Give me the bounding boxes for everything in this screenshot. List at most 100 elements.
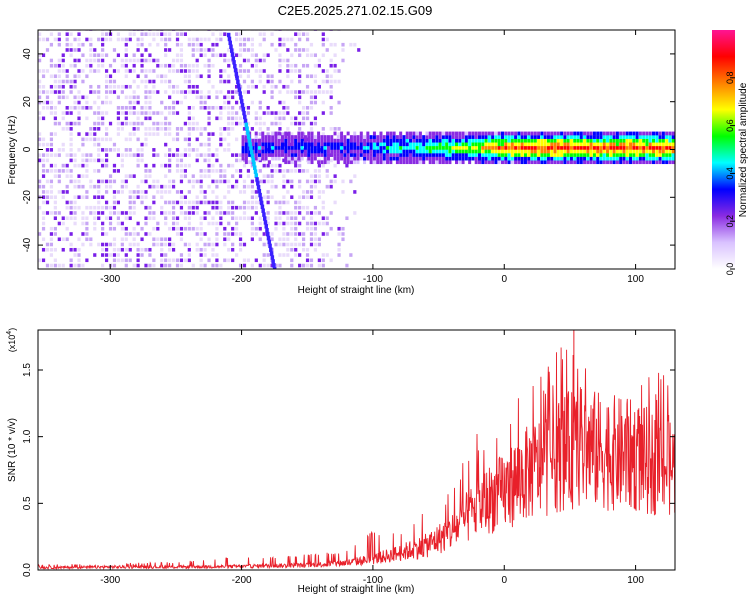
spectrogram-cell bbox=[337, 253, 341, 257]
spectrogram-cell bbox=[527, 153, 531, 157]
spectrogram-cell bbox=[112, 200, 117, 205]
spectrogram-cell bbox=[668, 149, 672, 154]
spectrogram-cell bbox=[278, 63, 282, 68]
spectrogram-cell bbox=[504, 145, 508, 150]
spectrogram-cell bbox=[57, 100, 61, 105]
spectrogram-cell bbox=[323, 149, 327, 154]
spectrogram-cell bbox=[317, 84, 321, 89]
spectrogram-cell bbox=[625, 131, 629, 136]
spectrogram-cell bbox=[638, 145, 642, 150]
spectrogram-cell bbox=[504, 160, 508, 165]
spectrogram-cell bbox=[278, 242, 282, 247]
spectrogram-cell bbox=[171, 106, 176, 110]
spectrogram-cell bbox=[468, 138, 472, 143]
spectrogram-cell bbox=[77, 263, 81, 268]
spectrogram-cell bbox=[329, 58, 333, 63]
spectrogram-cell bbox=[349, 135, 353, 139]
spectrogram-cell bbox=[124, 216, 128, 221]
spectrogram-cell bbox=[527, 145, 531, 150]
spectrogram-cell bbox=[668, 138, 672, 143]
spectrogram-cell bbox=[321, 200, 325, 205]
spectrogram-cell bbox=[250, 237, 254, 242]
spectrogram-cell bbox=[313, 95, 318, 100]
spectrogram-cell bbox=[642, 131, 646, 136]
spectrogram-cell bbox=[132, 106, 136, 110]
spectrogram-cell bbox=[566, 156, 570, 161]
spectrogram-cell bbox=[101, 58, 105, 63]
spectrogram-cell bbox=[435, 142, 439, 147]
spectrogram-cell bbox=[468, 156, 472, 161]
spectrogram-cell bbox=[504, 135, 508, 139]
spectrogram-cell bbox=[418, 160, 422, 165]
spectrogram-cell bbox=[546, 149, 550, 154]
spectrogram-cell bbox=[108, 121, 113, 126]
spectrogram-cell bbox=[223, 195, 227, 199]
spectrogram-cell bbox=[144, 216, 148, 221]
spectrogram-cell bbox=[510, 149, 514, 154]
x-tick-label: -200 bbox=[232, 274, 252, 285]
y-tick-label: 0.5 bbox=[22, 496, 33, 510]
spectrogram-cell bbox=[333, 179, 337, 184]
spectrogram-cell bbox=[160, 237, 164, 242]
spectrogram-cell bbox=[284, 142, 288, 147]
spectrogram-cell bbox=[223, 95, 227, 100]
y-tick-label: 20 bbox=[22, 96, 33, 108]
spectrogram-cell bbox=[65, 184, 69, 189]
spectrogram-cell bbox=[61, 53, 65, 58]
spectrogram-cell bbox=[152, 84, 156, 89]
spectrogram-cell bbox=[504, 156, 508, 161]
spectrogram-cell bbox=[53, 163, 57, 168]
spectrogram-cell bbox=[199, 200, 203, 205]
spectrogram-cell bbox=[132, 153, 136, 157]
spectrogram-cell bbox=[301, 90, 306, 94]
spectrogram-cell bbox=[164, 132, 168, 136]
spectrogram-cell bbox=[227, 247, 231, 252]
spectrogram-cell bbox=[428, 153, 432, 157]
spectrogram-cell bbox=[73, 158, 77, 163]
spectrogram-cell bbox=[85, 137, 89, 142]
spectrogram-cell bbox=[207, 153, 211, 157]
spectrogram-cell bbox=[290, 116, 294, 121]
spectrogram-cell bbox=[101, 116, 105, 121]
spectrogram-cell bbox=[477, 149, 481, 154]
spectrogram-cell bbox=[298, 53, 302, 58]
spectrogram-cell bbox=[349, 179, 353, 184]
spectrogram-cell bbox=[286, 200, 290, 205]
spectrogram-cell bbox=[520, 142, 524, 147]
spectrogram-cell bbox=[652, 145, 656, 150]
spectrogram-cell bbox=[160, 37, 164, 42]
spectrogram-cell bbox=[266, 195, 270, 199]
spectrogram-cell bbox=[211, 63, 215, 68]
spectrogram-cell bbox=[468, 149, 472, 154]
spectrogram-cell bbox=[438, 145, 442, 150]
spectrogram-cell bbox=[298, 179, 302, 184]
spectrogram-cell bbox=[372, 149, 376, 154]
spectrogram-cell bbox=[132, 53, 136, 58]
spectrogram-cell bbox=[116, 116, 121, 121]
spectrogram-cell bbox=[61, 142, 65, 147]
spectrogram-cell bbox=[438, 149, 442, 154]
spectrogram-cell bbox=[609, 156, 613, 161]
spectrogram-cell bbox=[298, 232, 302, 236]
spectrogram-cell bbox=[321, 253, 325, 257]
spectrogram-cell bbox=[500, 149, 504, 154]
spectrogram-cell bbox=[179, 100, 184, 105]
spectrogram-cell bbox=[160, 74, 164, 79]
spectrogram-cell bbox=[372, 131, 376, 136]
spectrogram-cell bbox=[566, 145, 570, 150]
spectrogram-cell bbox=[301, 116, 306, 121]
spectrogram-cell bbox=[262, 37, 266, 42]
spectrogram-cell bbox=[49, 63, 54, 68]
spectrogram-cell bbox=[227, 106, 231, 110]
spectrogram-cell bbox=[353, 211, 357, 215]
spectrogram-cell bbox=[104, 179, 109, 184]
spectrogram-cell bbox=[101, 242, 105, 247]
spectrogram-cell bbox=[45, 148, 50, 152]
spectrogram-cell bbox=[140, 253, 144, 257]
spectrogram-cell bbox=[179, 179, 184, 184]
spectrogram-cell bbox=[329, 106, 333, 110]
spectrogram-cell bbox=[124, 106, 128, 110]
spectrogram-cell bbox=[199, 42, 203, 47]
spectrogram-cell bbox=[124, 184, 128, 189]
spectrogram-cell bbox=[497, 131, 501, 136]
